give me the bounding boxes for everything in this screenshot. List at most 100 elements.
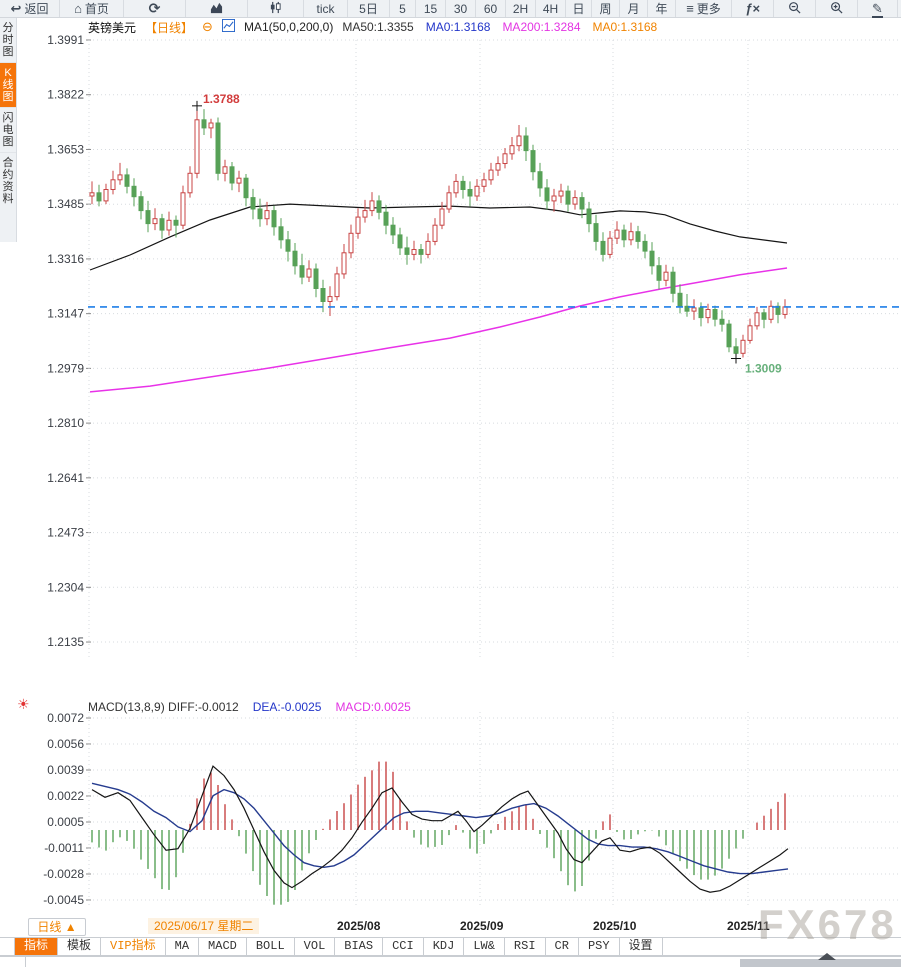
toolbar-home-button[interactable]: ⌂ 首页: [60, 0, 124, 17]
indicator-tab-指标[interactable]: 指标: [14, 938, 59, 955]
indicator-tab-KDJ[interactable]: KDJ: [424, 938, 465, 955]
candle-body: [89, 192, 95, 197]
toolbar-period-week-button[interactable]: 周: [592, 0, 620, 17]
candle-body: [635, 231, 641, 242]
macd-axis-label: -0.0011: [44, 841, 84, 855]
indicator-tab-CR[interactable]: CR: [546, 938, 579, 955]
toolbar-period-30-button[interactable]: 30: [446, 0, 476, 17]
candle-body: [502, 153, 508, 165]
candle-body: [579, 197, 585, 210]
candle-body: [173, 219, 179, 226]
toolbar-period-15-button[interactable]: 15: [416, 0, 446, 17]
sidebar-tab-2[interactable]: 闪电图: [0, 107, 16, 152]
candle-body: [278, 226, 284, 241]
indicator-tab-VIP指标[interactable]: VIP指标: [101, 938, 166, 955]
sidebar-tab-0[interactable]: 分时图: [2, 22, 14, 58]
x-axis-row: 日线 ▲ 2025/06/17 星期二 2025/08 2025/09 2025/1…: [0, 917, 901, 937]
line-chart-icon: [221, 19, 235, 35]
toolbar-label: 月: [627, 2, 640, 16]
scrollbar-thumb[interactable]: [740, 953, 901, 967]
candle-body: [558, 190, 564, 197]
price-axis-label: 1.3991: [47, 33, 84, 47]
toolbar-candle-chart-button[interactable]: [248, 0, 304, 17]
candle-body: [103, 189, 109, 202]
sidebar-tab-3[interactable]: 合约资料: [0, 152, 16, 209]
toolbar-period-5-button[interactable]: 5: [390, 0, 416, 17]
candle-body: [110, 179, 116, 191]
toolbar-zoom-in-button[interactable]: [816, 0, 858, 17]
candle-body: [222, 166, 228, 174]
toolbar-period-4h-button[interactable]: 4H: [536, 0, 566, 17]
candle-body: [544, 187, 550, 202]
toolbar-back-button[interactable]: ↩ 返回: [0, 0, 60, 17]
candle-body: [656, 265, 662, 281]
price-axis-label: 1.3147: [47, 307, 84, 321]
candle-body: [768, 305, 774, 320]
candle-body: [243, 177, 249, 199]
toolbar-period-5d-button[interactable]: 5日: [348, 0, 390, 17]
candle-body: [194, 119, 200, 174]
candle-body: [551, 195, 557, 202]
candle-body: [698, 307, 704, 319]
indicator-tab-设置[interactable]: 设置: [620, 938, 663, 955]
price-axis-label: 1.2810: [47, 416, 84, 430]
x-axis-label: 2025/11: [727, 919, 770, 933]
toolbar-period-day-button[interactable]: 日: [566, 0, 592, 17]
toolbar-draw-button[interactable]: ✎: [858, 0, 898, 18]
macd-header: MACD(13,8,9) DIFF:-0.0012 DEA:-0.0025 MACD…: [88, 699, 411, 715]
indicator-tab-BOLL[interactable]: BOLL: [247, 938, 295, 955]
candle-body: [474, 185, 480, 197]
candle-body: [327, 296, 333, 303]
candle-body: [418, 249, 424, 255]
toolbar-period-year-button[interactable]: 年: [648, 0, 676, 17]
candle-body: [586, 208, 592, 225]
low-price-annotation: 1.3009: [745, 362, 782, 376]
period-dropdown-button[interactable]: 日线 ▲: [28, 918, 86, 936]
toolbar-formula-button[interactable]: ƒ×: [732, 0, 774, 17]
indicator-tab-RSI[interactable]: RSI: [505, 938, 546, 955]
candle-body: [131, 185, 137, 198]
candle-body: [180, 192, 186, 226]
indicator-tab-BIAS[interactable]: BIAS: [335, 938, 384, 955]
candle-body: [166, 219, 172, 231]
candle-body: [187, 172, 193, 194]
candle-body: [348, 232, 354, 254]
ma-values: MA50:1.3355 MA0:1.3168 MA200:1.3284 MA0:1.3…: [342, 20, 657, 34]
candle-body: [264, 210, 270, 220]
collapse-icon[interactable]: ⊖: [202, 19, 213, 34]
candle-body: [481, 179, 487, 187]
indicator-tab-模板[interactable]: 模板: [58, 938, 102, 955]
candle-body: [684, 305, 690, 312]
candle-body: [313, 268, 319, 289]
toolbar-period-2h-button[interactable]: 2H: [506, 0, 536, 17]
indicator-tab-MACD[interactable]: MACD: [199, 938, 247, 955]
indicator-tab-CCI[interactable]: CCI: [383, 938, 424, 955]
toolbar-area-chart-button[interactable]: [186, 0, 248, 17]
indicator-tab-MA[interactable]: MA: [166, 938, 200, 955]
indicator-tab-VOL[interactable]: VOL: [295, 938, 336, 955]
indicator-tab-LW&[interactable]: LW&: [464, 938, 505, 955]
candle-body: [299, 265, 305, 278]
price-axis-label: 1.2473: [47, 526, 84, 540]
indicator-tab-PSY[interactable]: PSY: [579, 938, 620, 955]
start-date-label: 2025/06/17 星期二: [148, 918, 260, 934]
bottom-scrollbar[interactable]: [0, 953, 901, 967]
toolbar-period-60-button[interactable]: 60: [476, 0, 506, 17]
candle-body: [124, 174, 130, 187]
toolbar-period-month-button[interactable]: 月: [620, 0, 648, 17]
toolbar-refresh-button[interactable]: ⟳: [124, 0, 186, 17]
candle-body: [621, 229, 627, 241]
indicator-settings-icon[interactable]: ☀: [17, 696, 30, 712]
toolbar-more-button[interactable]: ≡ 更多: [676, 0, 732, 17]
ma-value-label: MA50:1.3355: [342, 20, 414, 34]
toolbar-zoom-out-button[interactable]: [774, 0, 816, 17]
toolbar-tick-button[interactable]: tick: [304, 0, 348, 17]
candle-body: [152, 218, 158, 225]
panel-expand-arrow-icon[interactable]: [818, 953, 836, 960]
candle-body: [663, 271, 669, 281]
candle-body: [145, 210, 151, 225]
